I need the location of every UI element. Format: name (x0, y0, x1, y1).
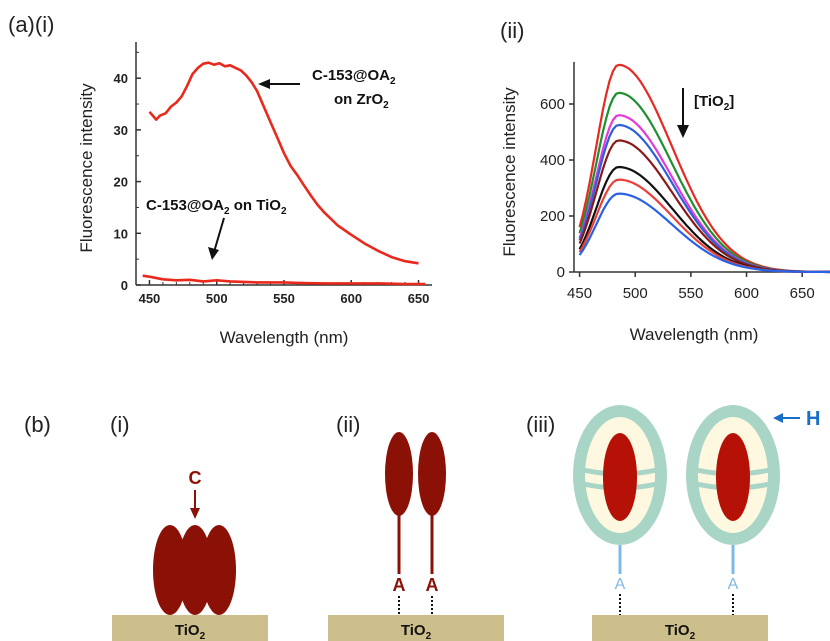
chart-a-i-ytick-label: 20 (114, 175, 128, 190)
chart-a-ii-xtick-label: 450 (567, 285, 592, 302)
panel-label-a-i: (i) (34, 12, 55, 37)
diagram-b-i: C TiO2 (112, 468, 268, 641)
molecule-ellipse (418, 432, 446, 516)
chart-a-ii-annotation: [TiO2] (677, 88, 734, 138)
chart-a-i-ytick-label: 40 (114, 71, 128, 86)
h-arrowhead (773, 413, 783, 423)
tio2-substrate (328, 615, 504, 641)
annotation-zro2-line1: C-153@OA2 (312, 67, 396, 87)
chart-a-i-ytick-label: 10 (114, 226, 128, 241)
tio2-substrate-label: TiO2 (401, 622, 432, 641)
panel-label-a: (a)(i) (8, 12, 54, 38)
guest-molecule (603, 433, 637, 521)
chart-a-i-xtick-label: 650 (408, 291, 430, 306)
chart-a-ii-series-line-8 (578, 192, 830, 274)
chart-a-i-xtick-label: 550 (273, 291, 295, 306)
molecule-ellipse (385, 432, 413, 516)
anchor-label-a: A (393, 575, 406, 595)
tio2-down-arrowhead (677, 125, 689, 138)
c-arrowhead (190, 508, 200, 519)
chart-a-ii-series-line-2 (578, 91, 830, 273)
tio2-annotation-text: [TiO2] (694, 93, 734, 113)
annotation-arrowhead-zro2 (258, 79, 270, 89)
chart-a-ii-series-line-5 (578, 139, 830, 273)
diagram-b-iii: A A H TiO2 (573, 405, 820, 641)
chart-a-i-xtick-label: 600 (340, 291, 362, 306)
linker-label-a: A (615, 576, 626, 593)
molecule-ellipse (178, 525, 212, 615)
molecule-ellipse (202, 525, 236, 615)
annotation-arrowhead-tio2 (208, 247, 219, 260)
annotation-zro2-line2: on ZrO2 (334, 91, 389, 111)
diagram-b: C TiO2 A A TiO2 (112, 405, 820, 641)
chart-a-ii-xtick-label: 650 (790, 285, 815, 302)
chart-a-i-series-line-2 (142, 274, 426, 286)
annotation-arrow-tio2 (213, 217, 225, 253)
anchor-label-a: A (426, 575, 439, 595)
chart-a-ii-series-line-6 (578, 165, 830, 274)
chart-a-i-annotation-tio2: C-153@OA2 on TiO2 (146, 197, 287, 260)
diagram-b-ii: A A TiO2 (328, 432, 504, 641)
chart-a-i-xtick-label: 500 (206, 291, 228, 306)
tio2-substrate (112, 615, 268, 641)
chart-a-ii-xtick-label: 550 (678, 285, 703, 302)
h-label: H (806, 408, 820, 430)
chart-a-i-ytick-label: 0 (121, 278, 128, 293)
chart-a-i: 450 500 550 600 650 0 10 20 30 40 Wavelength (nm… (77, 42, 432, 347)
linker-label-a: A (728, 576, 739, 593)
c-label: C (189, 468, 202, 488)
panel-label-b-iii: (iii) (526, 412, 556, 437)
chart-a-i-annotation-zro2: C-153@OA2 on ZrO2 (258, 67, 396, 111)
chart-a-ii-ytick-label: 200 (540, 208, 565, 225)
chart-a-ii-ytick-label: 0 (557, 264, 565, 281)
chart-a-i-ytick-label: 30 (114, 123, 128, 138)
chart-a-ii: 450 500 550 600 650 0 200 400 600 Wavelength (n… (500, 62, 830, 344)
annotation-tio2-text: C-153@OA2 on TiO2 (146, 197, 287, 217)
panel-label-b-ii: (ii) (336, 412, 361, 437)
chart-a-ii-ytick-label: 600 (540, 96, 565, 113)
chart-a-ii-xtick-label: 500 (623, 285, 648, 302)
tio2-substrate-label: TiO2 (175, 622, 206, 641)
chart-a-ii-ytick-label: 400 (540, 152, 565, 169)
chart-a-ii-xtick-label: 600 (734, 285, 759, 302)
chart-a-i-ylabel: Fluorescence intensity (77, 83, 96, 253)
panel-label-b-i: (i) (110, 412, 130, 437)
chart-a-i-series-line-1 (148, 61, 419, 265)
panel-label-a-ii: (ii) (500, 18, 525, 43)
panel-label-a-letter: (a) (8, 12, 35, 37)
chart-a-ii-ylabel: Fluorescence intensity (500, 87, 519, 257)
chart-a-ii-xlabel: Wavelength (nm) (630, 325, 759, 344)
tio2-substrate (592, 615, 768, 641)
tio2-substrate-label: TiO2 (665, 622, 696, 641)
chart-a-i-xtick-label: 450 (139, 291, 161, 306)
panel-label-b: (b) (24, 412, 51, 437)
molecule-ellipse (153, 525, 187, 615)
chart-a-i-xlabel: Wavelength (nm) (220, 328, 349, 347)
guest-molecule (716, 433, 750, 521)
